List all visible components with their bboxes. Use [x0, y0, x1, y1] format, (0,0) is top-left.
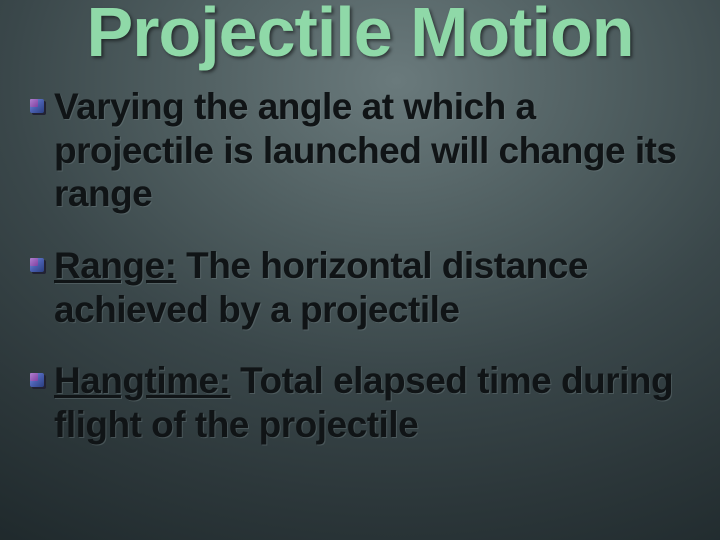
bullet-item: Range: The horizontal distance achieved … — [30, 244, 700, 331]
slide: Projectile Motion Varying the angle at w… — [0, 0, 720, 540]
slide-title: Projectile Motion — [0, 0, 720, 72]
bullet-item: Varying the angle at which a projectile … — [30, 85, 700, 216]
bullet-body: Varying the angle at which a projectile … — [54, 86, 677, 214]
bullet-term: Range: — [54, 245, 176, 286]
bullet-term: Hangtime: — [54, 360, 230, 401]
bullet-item: Hangtime: Total elapsed time during flig… — [30, 359, 700, 446]
bullet-text: Varying the angle at which a projectile … — [54, 85, 700, 216]
bullet-icon — [30, 99, 46, 115]
bullet-icon — [30, 258, 46, 274]
slide-content: Varying the angle at which a projectile … — [30, 85, 700, 475]
bullet-icon — [30, 373, 46, 389]
bullet-text: Range: The horizontal distance achieved … — [54, 244, 700, 331]
bullet-text: Hangtime: Total elapsed time during flig… — [54, 359, 700, 446]
